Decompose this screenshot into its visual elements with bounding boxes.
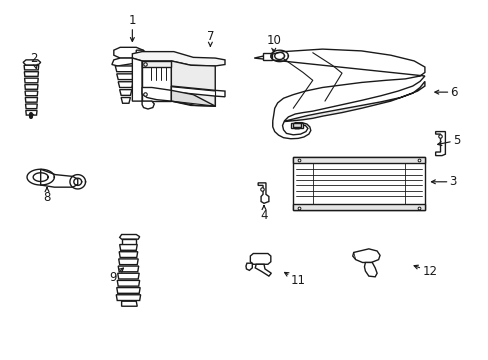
Polygon shape <box>263 53 271 59</box>
Polygon shape <box>112 58 136 66</box>
Polygon shape <box>119 259 138 265</box>
Polygon shape <box>435 132 445 156</box>
Polygon shape <box>117 74 135 80</box>
Polygon shape <box>142 61 171 67</box>
Polygon shape <box>24 78 38 83</box>
Text: 8: 8 <box>43 188 51 204</box>
Polygon shape <box>142 87 171 101</box>
Polygon shape <box>118 82 133 87</box>
Polygon shape <box>24 65 39 70</box>
Polygon shape <box>118 266 139 272</box>
Polygon shape <box>132 58 142 101</box>
Polygon shape <box>255 264 271 276</box>
Polygon shape <box>293 123 301 127</box>
Polygon shape <box>26 111 37 115</box>
Polygon shape <box>122 239 136 244</box>
Polygon shape <box>24 72 39 76</box>
Polygon shape <box>132 51 224 66</box>
Polygon shape <box>364 262 376 277</box>
Text: 12: 12 <box>413 265 436 278</box>
Polygon shape <box>291 123 303 128</box>
Polygon shape <box>245 263 252 270</box>
Polygon shape <box>258 183 268 203</box>
Polygon shape <box>250 253 270 264</box>
Text: 9: 9 <box>109 268 123 284</box>
Polygon shape <box>171 90 215 106</box>
Polygon shape <box>118 273 139 279</box>
Text: 10: 10 <box>266 33 281 52</box>
Polygon shape <box>114 47 143 58</box>
Polygon shape <box>25 91 38 96</box>
Polygon shape <box>117 280 140 286</box>
Text: 5: 5 <box>437 134 459 147</box>
Text: 4: 4 <box>260 206 267 222</box>
Text: 3: 3 <box>430 175 456 188</box>
Polygon shape <box>25 85 38 89</box>
Polygon shape <box>23 60 41 65</box>
Polygon shape <box>41 169 78 187</box>
Polygon shape <box>116 295 141 301</box>
Polygon shape <box>293 204 424 211</box>
Polygon shape <box>293 157 424 211</box>
Text: 6: 6 <box>434 86 457 99</box>
Polygon shape <box>171 86 224 97</box>
Text: 7: 7 <box>206 30 214 46</box>
Polygon shape <box>136 50 146 54</box>
Text: 11: 11 <box>284 273 305 287</box>
Polygon shape <box>117 288 140 293</box>
Polygon shape <box>120 90 132 95</box>
Polygon shape <box>352 249 379 262</box>
Polygon shape <box>25 98 38 102</box>
Text: 1: 1 <box>128 14 136 41</box>
Polygon shape <box>142 61 171 101</box>
Polygon shape <box>115 66 136 72</box>
Polygon shape <box>272 81 424 126</box>
Polygon shape <box>119 252 138 257</box>
Polygon shape <box>254 49 424 139</box>
Polygon shape <box>171 61 215 106</box>
Polygon shape <box>120 244 137 250</box>
Polygon shape <box>293 157 424 163</box>
Text: 2: 2 <box>30 51 38 68</box>
Polygon shape <box>121 98 130 103</box>
Polygon shape <box>120 234 140 239</box>
Polygon shape <box>142 101 154 109</box>
Polygon shape <box>25 104 37 109</box>
Polygon shape <box>122 301 137 306</box>
